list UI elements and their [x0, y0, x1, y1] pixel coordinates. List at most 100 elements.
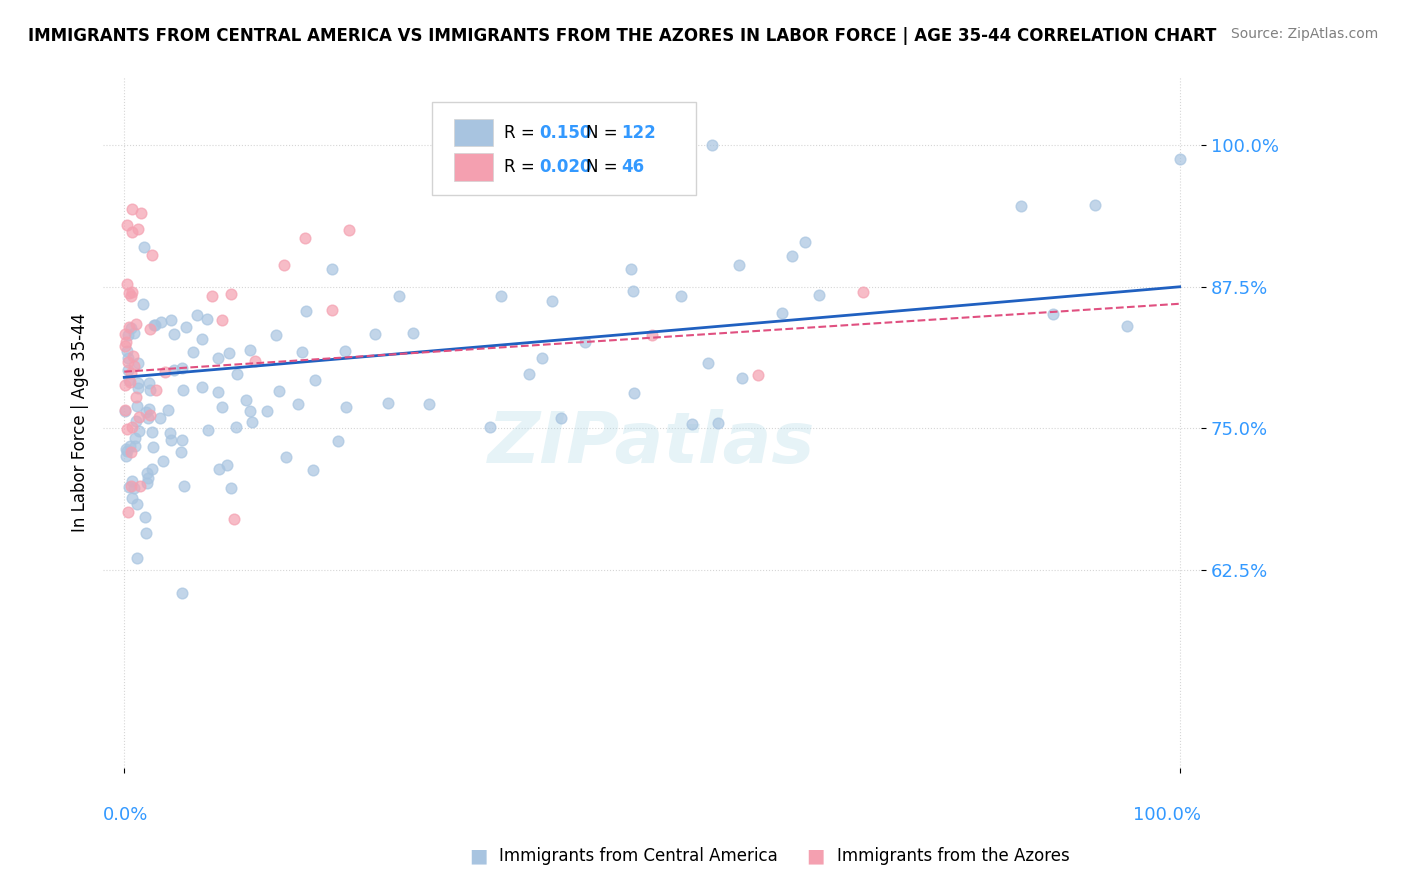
Text: 100.0%: 100.0%	[1133, 805, 1201, 823]
Text: 0.020: 0.020	[538, 158, 592, 177]
Point	[127, 376, 149, 390]
Point	[117, 504, 139, 518]
Point	[120, 320, 142, 334]
Point	[138, 376, 160, 390]
Point	[170, 360, 193, 375]
Point	[489, 289, 512, 303]
Point	[142, 440, 165, 454]
Point	[152, 454, 174, 468]
Text: 46: 46	[621, 158, 644, 177]
Point	[273, 258, 295, 272]
Point	[120, 479, 142, 493]
Point	[197, 423, 219, 437]
Point	[186, 309, 208, 323]
Point	[478, 419, 501, 434]
Point	[121, 419, 143, 434]
Point	[321, 262, 343, 277]
Point	[124, 431, 146, 445]
Point	[623, 386, 645, 401]
Point	[159, 425, 181, 440]
Point	[156, 403, 179, 417]
Point	[181, 345, 204, 359]
Point	[240, 415, 263, 429]
Point	[115, 277, 138, 291]
Point	[115, 219, 138, 233]
Text: ■: ■	[806, 847, 825, 865]
Point	[127, 381, 149, 395]
Y-axis label: In Labor Force | Age 35-44: In Labor Force | Age 35-44	[72, 313, 89, 533]
Point	[118, 373, 141, 387]
Point	[145, 383, 167, 397]
Point	[321, 303, 343, 318]
Point	[128, 409, 150, 424]
Point	[517, 367, 540, 381]
Point	[117, 328, 139, 343]
Point	[120, 444, 142, 458]
Point	[239, 343, 262, 357]
Point	[124, 439, 146, 453]
Point	[707, 416, 730, 430]
Point	[191, 332, 214, 346]
Point	[125, 414, 148, 428]
Point	[114, 338, 136, 352]
Point	[1116, 319, 1139, 334]
Text: ■: ■	[468, 847, 488, 865]
Point	[727, 258, 749, 272]
Point	[245, 354, 267, 368]
Point	[207, 351, 229, 365]
Point	[770, 306, 793, 320]
Point	[173, 479, 195, 493]
Point	[138, 401, 160, 416]
Point	[219, 481, 242, 495]
Point	[117, 443, 139, 458]
Point	[120, 375, 142, 389]
Point	[117, 355, 139, 369]
Point	[172, 586, 194, 600]
Point	[125, 317, 148, 331]
Point	[388, 289, 411, 303]
Point	[1168, 152, 1191, 166]
Point	[531, 351, 554, 365]
Point	[121, 349, 143, 363]
Point	[671, 289, 693, 303]
Point	[114, 334, 136, 349]
Point	[135, 405, 157, 419]
Point	[117, 351, 139, 365]
Point	[118, 285, 141, 300]
Point	[793, 235, 815, 250]
Point	[780, 249, 803, 263]
Point	[174, 319, 197, 334]
Point	[114, 378, 136, 392]
Point	[335, 343, 357, 358]
Point	[122, 359, 145, 373]
Point	[326, 434, 349, 448]
Point	[550, 410, 572, 425]
Point	[225, 419, 247, 434]
Text: ZIPatlas: ZIPatlas	[488, 409, 815, 478]
Point	[149, 411, 172, 425]
Point	[160, 312, 183, 326]
Point	[136, 471, 159, 485]
Point	[134, 510, 156, 524]
Point	[120, 439, 142, 453]
Point	[122, 482, 145, 496]
Text: IMMIGRANTS FROM CENTRAL AMERICA VS IMMIGRANTS FROM THE AZORES IN LABOR FORCE | A: IMMIGRANTS FROM CENTRAL AMERICA VS IMMIG…	[28, 27, 1216, 45]
Point	[127, 222, 149, 236]
Point	[1084, 198, 1107, 212]
Point	[149, 315, 172, 329]
Point	[142, 318, 165, 332]
Point	[141, 425, 163, 439]
Point	[363, 327, 385, 342]
Point	[418, 397, 440, 411]
Point	[132, 296, 155, 310]
Text: R =: R =	[503, 158, 534, 177]
Point	[621, 284, 644, 298]
Point	[121, 285, 143, 300]
Text: Source: ZipAtlas.com: Source: ZipAtlas.com	[1230, 27, 1378, 41]
Point	[125, 399, 148, 413]
Point	[402, 326, 425, 341]
Point	[138, 408, 160, 422]
Point	[304, 373, 326, 387]
Point	[540, 293, 562, 308]
Point	[172, 383, 194, 397]
